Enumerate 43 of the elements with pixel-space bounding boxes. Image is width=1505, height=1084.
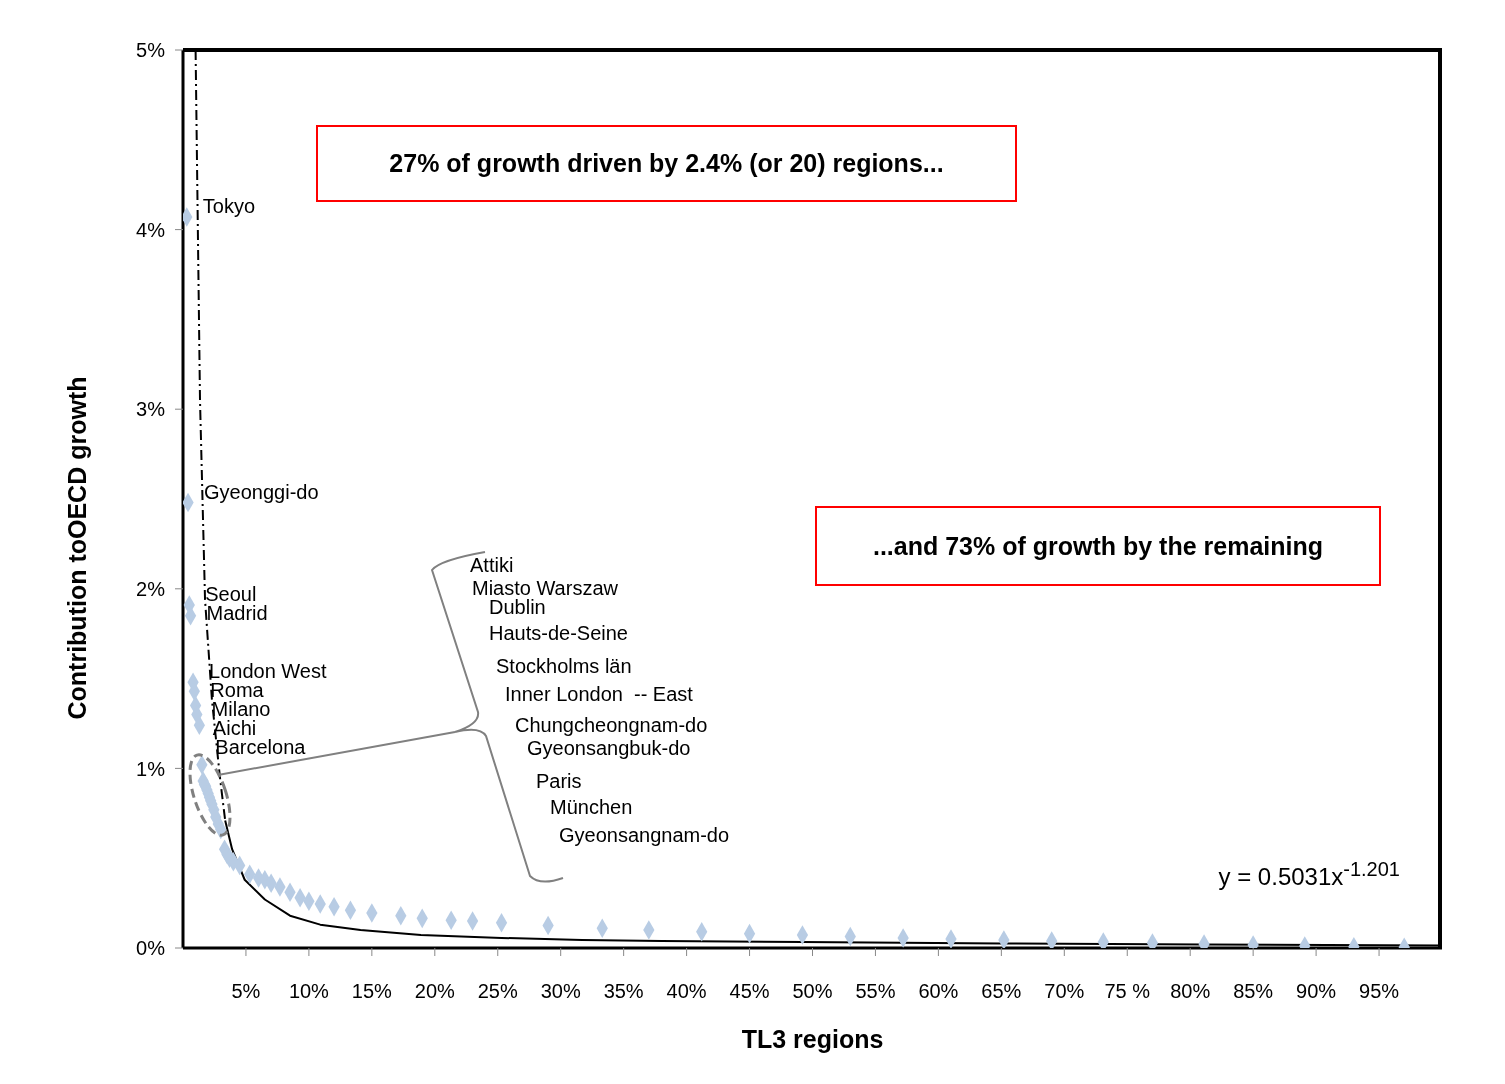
annotation: Chungcheongnam-do	[515, 714, 708, 737]
x-tick-label: 10%	[288, 980, 330, 1003]
annotation: Tokyo	[202, 195, 256, 219]
x-tick-label: 85%	[1233, 980, 1274, 1003]
annotation: 27% of growth driven by 2.4% (or 20) regions...	[316, 125, 1017, 202]
annotation: Gyeonggi-do	[204, 480, 319, 504]
x-tick-label: 45%	[729, 980, 770, 1003]
annotation: Gyeonsangbuk-do	[527, 737, 691, 760]
annotation: ...and 73% of growth by the remaining	[815, 506, 1381, 586]
x-tick-label: 65%	[981, 980, 1022, 1003]
x-tick-label: 70%	[1044, 980, 1085, 1003]
annotation: Hauts-de-Seine	[489, 622, 628, 645]
y-tick-label: 0%	[136, 937, 166, 960]
annotation: y = 0.5031x$^{-1.201}$	[1218, 858, 1400, 891]
annotation: Miasto Warszaw	[472, 577, 618, 599]
y-tick-label: 4%	[136, 218, 166, 241]
x-tick-label: 75 %	[1104, 980, 1151, 1003]
y-axis-title: Contribution toOECD growth	[62, 376, 92, 720]
x-tick-label: 55%	[855, 980, 896, 1003]
x-tick-label: 35%	[603, 980, 644, 1003]
x-tick-label: 40%	[666, 980, 707, 1003]
annotation: Gyeonsangnam-do	[559, 824, 730, 847]
annotation: München	[550, 796, 633, 819]
x-tick-label: 80%	[1170, 980, 1211, 1003]
x-tick-label: 60%	[918, 980, 959, 1003]
x-axis-title: TL3 regions	[740, 1025, 885, 1054]
x-tick-label: 5%	[231, 980, 261, 1003]
y-tick-label: 5%	[136, 39, 166, 62]
y-tick-label: 3%	[136, 398, 166, 421]
annotation: Stockholms län	[496, 655, 632, 678]
y-tick-label: 1%	[136, 757, 166, 780]
annotation: Paris	[536, 770, 582, 793]
x-tick-label: 30%	[540, 980, 581, 1003]
annotation: Inner London -- East	[505, 683, 693, 706]
x-tick-label: 20%	[414, 980, 456, 1003]
x-tick-label: 15%	[351, 980, 393, 1003]
x-tick-label: 25%	[477, 980, 518, 1003]
x-tick-label: 50%	[792, 980, 833, 1003]
x-tick-label: 95%	[1359, 980, 1400, 1003]
y-tick-label: 2%	[136, 577, 166, 600]
annotation: Attiki	[470, 554, 514, 577]
annotation: Dublin	[489, 596, 546, 619]
x-tick-label: 90%	[1296, 980, 1337, 1003]
